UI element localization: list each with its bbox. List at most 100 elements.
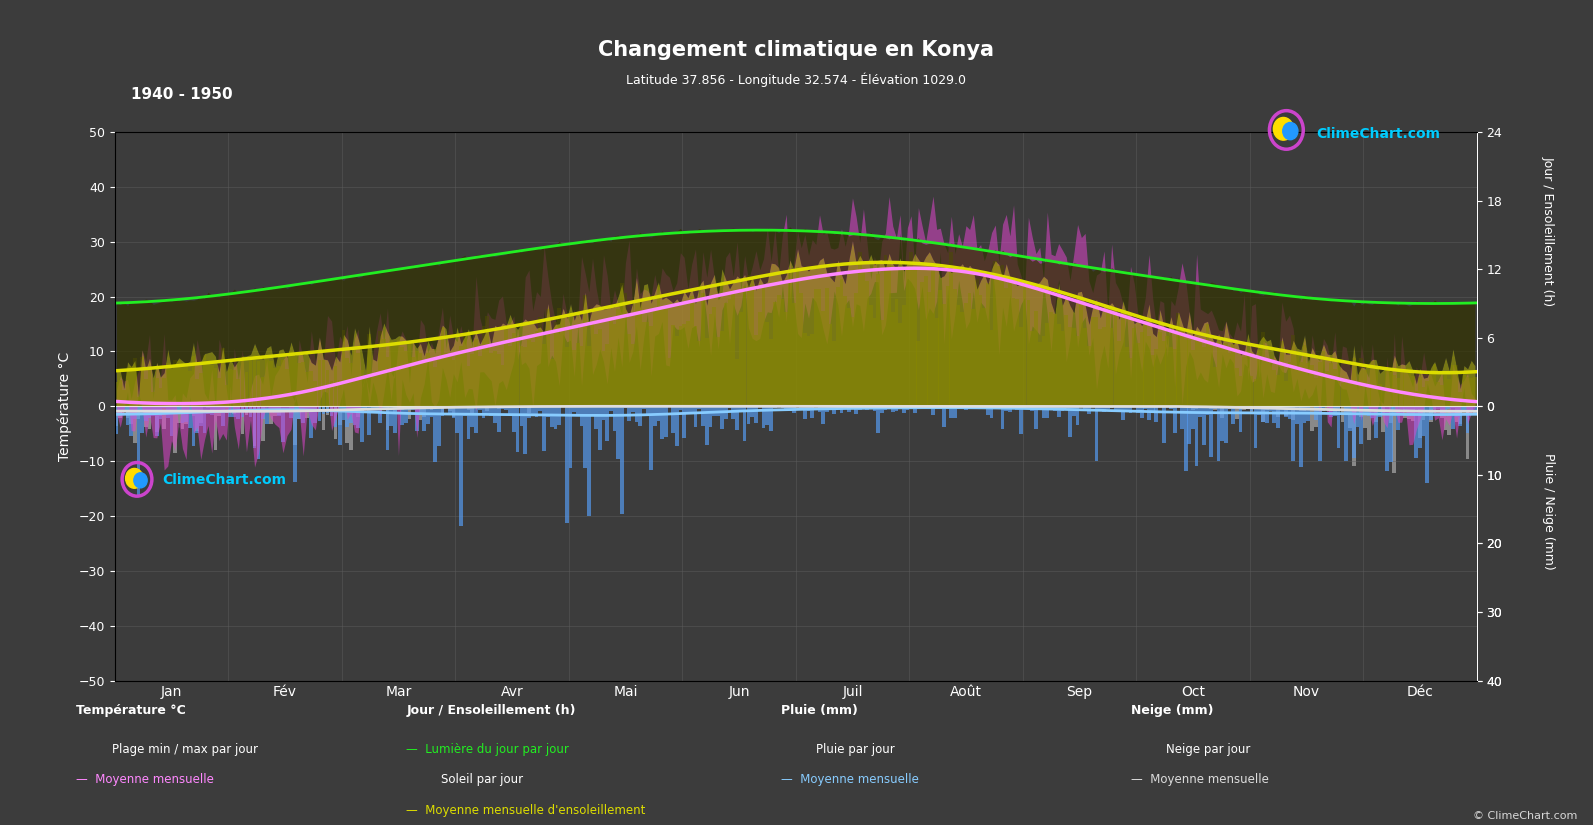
Bar bbox=[1386, 406, 1389, 408]
Bar bbox=[1400, 406, 1403, 409]
Bar bbox=[1166, 336, 1169, 406]
Bar bbox=[1298, 406, 1303, 412]
Bar bbox=[1287, 406, 1292, 410]
Bar bbox=[1386, 406, 1389, 471]
Bar bbox=[414, 406, 419, 431]
Bar bbox=[233, 406, 236, 414]
Bar bbox=[795, 406, 800, 408]
Bar bbox=[1243, 357, 1246, 406]
Bar bbox=[1023, 282, 1026, 406]
Bar bbox=[371, 406, 374, 409]
Bar bbox=[253, 406, 256, 446]
Bar bbox=[728, 299, 731, 406]
Bar bbox=[352, 406, 357, 412]
Bar bbox=[451, 406, 456, 417]
Bar bbox=[441, 328, 444, 406]
Bar bbox=[1102, 327, 1106, 406]
Bar bbox=[1367, 406, 1370, 441]
Bar bbox=[180, 406, 185, 422]
Bar bbox=[325, 370, 330, 406]
Bar bbox=[583, 295, 588, 406]
Bar bbox=[583, 406, 588, 469]
Bar bbox=[747, 406, 750, 424]
Bar bbox=[1281, 406, 1284, 413]
Bar bbox=[1086, 346, 1091, 406]
Bar bbox=[1265, 361, 1268, 406]
Bar bbox=[1370, 361, 1375, 406]
Bar bbox=[169, 406, 174, 412]
Bar bbox=[1192, 350, 1195, 406]
Bar bbox=[634, 406, 639, 422]
Bar bbox=[430, 406, 433, 417]
Bar bbox=[1187, 406, 1192, 444]
Bar bbox=[1239, 406, 1243, 431]
Bar bbox=[338, 380, 341, 406]
Bar bbox=[1262, 406, 1265, 422]
Bar bbox=[1429, 374, 1432, 406]
Bar bbox=[1094, 406, 1098, 460]
Bar bbox=[386, 356, 389, 406]
Bar bbox=[1000, 406, 1005, 429]
Bar bbox=[341, 406, 346, 410]
Bar bbox=[753, 335, 758, 406]
Bar bbox=[645, 406, 650, 415]
Bar bbox=[508, 406, 511, 416]
Bar bbox=[690, 406, 693, 413]
Text: Pluie (mm): Pluie (mm) bbox=[781, 704, 857, 717]
Bar bbox=[317, 406, 322, 412]
Bar bbox=[1125, 346, 1128, 406]
Bar bbox=[1110, 406, 1114, 408]
Bar bbox=[761, 406, 765, 428]
Bar bbox=[389, 406, 393, 427]
Bar bbox=[1206, 406, 1209, 415]
Bar bbox=[148, 370, 151, 406]
Bar bbox=[363, 379, 368, 406]
Bar bbox=[1474, 377, 1477, 406]
Bar bbox=[405, 406, 408, 423]
Bar bbox=[938, 290, 941, 406]
Bar bbox=[1110, 328, 1114, 406]
Bar bbox=[174, 406, 177, 411]
Bar bbox=[1198, 341, 1203, 406]
Bar bbox=[840, 279, 843, 406]
Bar bbox=[1195, 406, 1198, 466]
Bar bbox=[862, 270, 865, 406]
Bar bbox=[516, 406, 519, 452]
Bar bbox=[352, 346, 357, 406]
Bar bbox=[634, 300, 639, 406]
Bar bbox=[1454, 365, 1459, 406]
Bar bbox=[1469, 379, 1474, 406]
Bar bbox=[430, 406, 433, 410]
Bar bbox=[527, 340, 530, 406]
Bar bbox=[236, 406, 241, 419]
Bar bbox=[516, 336, 519, 406]
Bar bbox=[126, 367, 129, 406]
Bar bbox=[1177, 406, 1180, 408]
Bar bbox=[1407, 406, 1411, 419]
Bar bbox=[679, 406, 682, 410]
Bar bbox=[969, 406, 972, 408]
Bar bbox=[1395, 406, 1400, 430]
Bar bbox=[1012, 298, 1015, 406]
Bar bbox=[118, 406, 123, 418]
Bar bbox=[832, 406, 836, 414]
Bar bbox=[1147, 336, 1150, 406]
Bar bbox=[1069, 406, 1072, 437]
Bar bbox=[411, 357, 414, 406]
Bar bbox=[188, 371, 191, 406]
Bar bbox=[1158, 332, 1161, 406]
Bar bbox=[905, 264, 910, 406]
Bar bbox=[236, 380, 241, 406]
Bar bbox=[1187, 340, 1192, 406]
Bar bbox=[314, 406, 317, 408]
Bar bbox=[137, 398, 140, 406]
Bar bbox=[1284, 406, 1287, 417]
Bar bbox=[140, 357, 143, 406]
Bar bbox=[256, 406, 261, 412]
Bar bbox=[1254, 380, 1257, 406]
Bar bbox=[317, 361, 322, 406]
Bar bbox=[1392, 406, 1395, 417]
Bar bbox=[905, 406, 910, 409]
Bar bbox=[249, 406, 252, 411]
Bar bbox=[1432, 406, 1437, 409]
